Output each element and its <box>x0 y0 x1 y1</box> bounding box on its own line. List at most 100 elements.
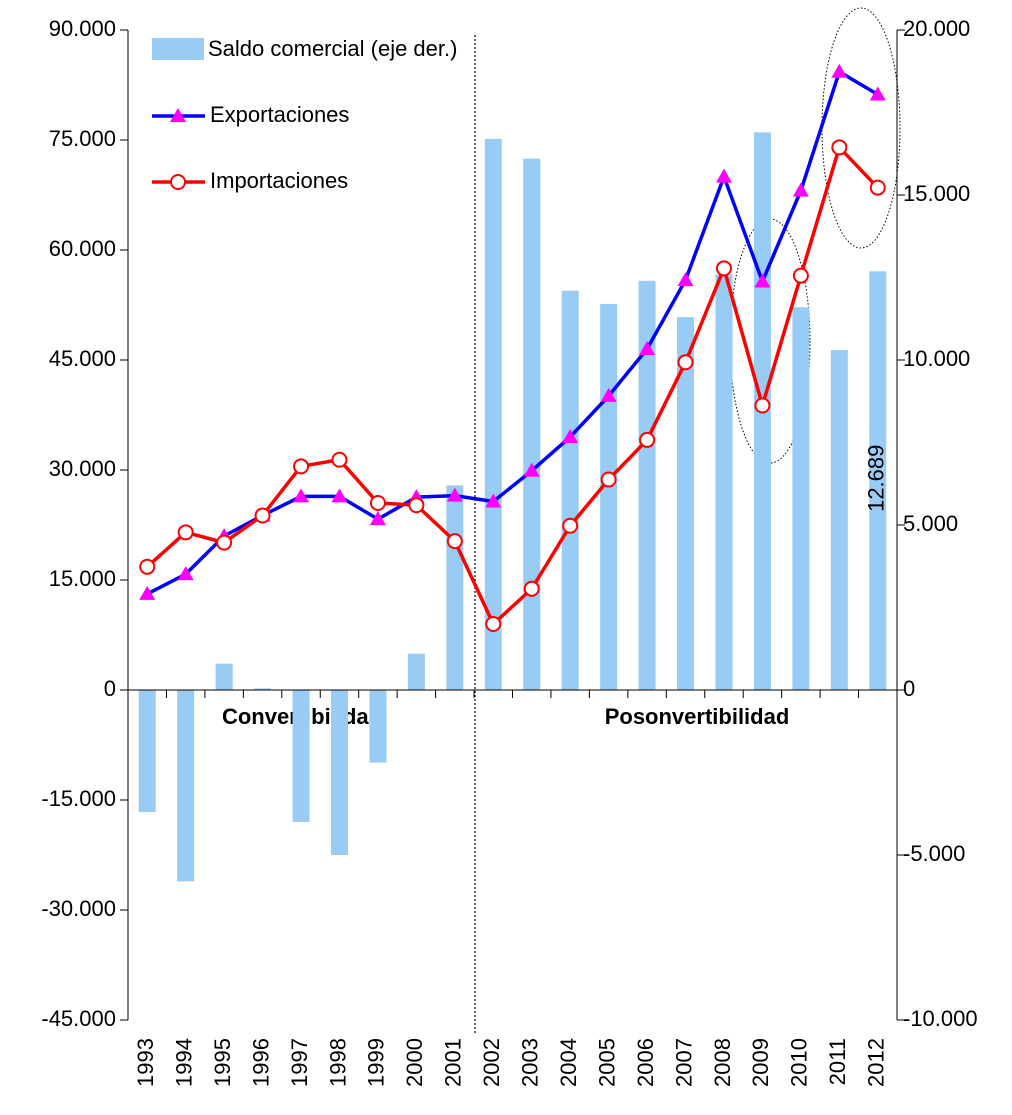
point <box>600 471 617 488</box>
y2-tick-label: 15.000 <box>903 181 970 206</box>
x-tick-label: 2000 <box>402 1038 427 1087</box>
point <box>485 616 502 632</box>
y2-tick-label: 5.000 <box>903 511 958 536</box>
point <box>754 397 771 414</box>
bar <box>407 653 425 690</box>
y-tick-label: 45.000 <box>49 346 116 371</box>
x-tick-label: 1997 <box>287 1038 312 1087</box>
point <box>139 558 156 575</box>
y-tick-label: -15.000 <box>41 786 116 811</box>
point <box>293 458 310 475</box>
point <box>177 524 194 541</box>
y2-tick-label: 0 <box>903 676 915 701</box>
legend-label: Importaciones <box>210 168 348 193</box>
y-tick-label: 60.000 <box>49 236 116 261</box>
point <box>715 168 732 183</box>
y2-tick-label: -5.000 <box>903 841 965 866</box>
point <box>331 488 348 503</box>
highlight-ellipse <box>821 7 901 249</box>
y-tick-label: 75.000 <box>49 126 116 151</box>
point <box>408 497 425 514</box>
point <box>677 354 694 371</box>
point <box>446 533 463 550</box>
point <box>639 431 656 448</box>
bar <box>177 690 195 882</box>
point <box>562 429 579 443</box>
point <box>523 580 540 597</box>
x-tick-label: 2011 <box>825 1038 850 1085</box>
x-tick-label: 2006 <box>633 1038 658 1087</box>
period-label: Posonvertibilidad <box>605 704 790 729</box>
x-tick-label: 2004 <box>556 1038 581 1087</box>
bar <box>715 274 733 690</box>
bar <box>138 690 156 813</box>
point <box>600 387 617 402</box>
point <box>792 267 809 284</box>
x-tick-label: 2009 <box>748 1038 773 1087</box>
x-tick-label: 1998 <box>325 1038 350 1087</box>
point <box>562 517 579 534</box>
y2-tick-label: -10.000 <box>903 1006 978 1031</box>
point <box>715 260 732 277</box>
x-tick-label: 2008 <box>710 1038 735 1087</box>
bar <box>600 303 618 690</box>
y-tick-label: -45.000 <box>41 1006 116 1031</box>
point <box>831 139 848 156</box>
point <box>369 495 386 511</box>
point <box>869 86 886 101</box>
point <box>639 341 656 355</box>
point <box>369 511 386 526</box>
y2-tick-label: 10.000 <box>903 346 970 371</box>
bar <box>561 290 579 690</box>
point <box>177 566 194 581</box>
x-tick-label: 2003 <box>518 1038 543 1087</box>
x-tick-label: 1999 <box>364 1038 389 1087</box>
bar <box>330 690 348 855</box>
point <box>485 493 502 508</box>
y-tick-label: 90.000 <box>49 16 116 41</box>
x-tick-label: 2002 <box>479 1038 504 1087</box>
bar <box>869 271 887 690</box>
x-tick-label: 1994 <box>171 1038 196 1087</box>
x-tick-label: 2012 <box>864 1038 889 1087</box>
x-tick-label: 2007 <box>671 1038 696 1087</box>
x-tick-label: 2001 <box>441 1038 466 1087</box>
bar <box>369 690 387 763</box>
point <box>677 272 694 287</box>
y-tick-label: 30.000 <box>49 456 116 481</box>
legend-label: Exportaciones <box>210 102 349 127</box>
bar <box>215 663 233 690</box>
point <box>293 488 310 503</box>
bar <box>830 350 848 690</box>
bar <box>254 688 272 690</box>
x-tick-label: 1996 <box>248 1038 273 1087</box>
x-tick-label: 2005 <box>594 1038 619 1087</box>
point <box>869 179 886 196</box>
bar <box>292 690 310 822</box>
legend-label: Saldo comercial (eje der.) <box>208 37 457 60</box>
legend-swatch <box>152 38 204 60</box>
bar <box>484 138 502 690</box>
x-tick-label: 1995 <box>210 1038 235 1087</box>
y2-tick-label: 20.000 <box>903 16 970 41</box>
line <box>146 143 880 627</box>
point <box>446 487 463 502</box>
bar <box>523 158 541 690</box>
legend-marker <box>170 108 186 122</box>
y-tick-label: -30.000 <box>41 896 116 921</box>
x-tick-label: 1993 <box>133 1038 158 1087</box>
x-tick-label: 2010 <box>787 1038 812 1087</box>
point <box>523 462 540 477</box>
bar <box>446 485 464 690</box>
y-tick-label: 0 <box>104 676 116 701</box>
y-tick-label: 15.000 <box>49 566 116 591</box>
point <box>792 182 809 197</box>
point <box>331 451 348 468</box>
point <box>754 273 771 288</box>
bar <box>638 280 656 690</box>
point <box>216 534 233 551</box>
bar <box>677 317 695 690</box>
point <box>254 507 271 524</box>
point <box>831 63 848 78</box>
